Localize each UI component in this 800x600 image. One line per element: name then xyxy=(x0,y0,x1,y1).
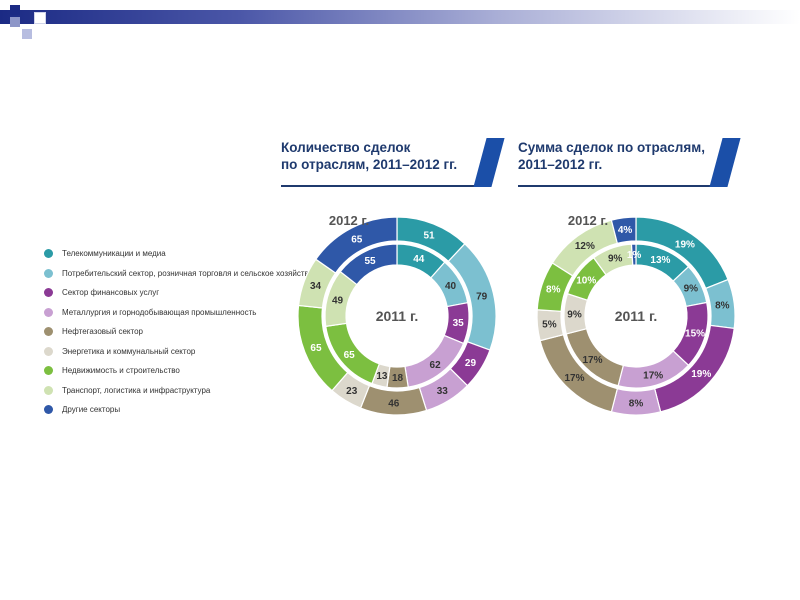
inner-ring-year-label: 2011 г. xyxy=(376,308,419,324)
inner-ring-value-label: 10% xyxy=(576,275,596,286)
heading-underline xyxy=(281,185,484,187)
legend-label: Металлургия и горнодобывающая промышленн… xyxy=(62,307,257,317)
inner-ring-value-label: 1% xyxy=(627,250,642,261)
legend-swatch xyxy=(44,346,53,356)
outer-ring-value-label: 19% xyxy=(675,240,695,251)
legend-label: Недвижимость и строительство xyxy=(62,366,180,376)
outer-ring-value-label: 19% xyxy=(691,369,711,380)
inner-ring-segment xyxy=(339,243,398,286)
outer-ring-value-label: 79 xyxy=(476,291,488,302)
slide-decor-bar xyxy=(0,10,800,24)
outer-ring-value-label: 34 xyxy=(310,281,322,292)
inner-ring-value-label: 17% xyxy=(643,371,663,382)
outer-ring-value-label: 46 xyxy=(388,398,400,409)
inner-ring-segment xyxy=(630,243,637,266)
legend-label: Телекоммуникации и медиа xyxy=(62,249,166,259)
inner-ring-value-label: 9% xyxy=(684,284,699,295)
legend-swatch xyxy=(44,249,53,259)
inner-ring-year-label: 2011 г. xyxy=(615,308,658,324)
legend-item: Сектор финансовых услуг xyxy=(44,283,313,303)
inner-ring-value-label: 65 xyxy=(344,350,356,361)
inner-ring-value-label: 49 xyxy=(332,296,344,307)
outer-ring-value-label: 4% xyxy=(618,225,633,236)
outer-ring-value-label: 29 xyxy=(465,358,477,369)
inner-ring-value-label: 62 xyxy=(430,360,442,371)
outer-ring-value-label: 33 xyxy=(437,386,449,397)
outer-ring-value-label: 51 xyxy=(423,231,435,242)
decor-square xyxy=(34,12,46,24)
outer-ring-value-label: 23 xyxy=(346,386,358,397)
outer-ring-value-label: 65 xyxy=(351,234,363,245)
outer-ring-segment xyxy=(610,216,637,245)
legend-item: Транспорт, логистика и инфраструктура xyxy=(44,381,313,401)
outer-ring-year-label: 2012 г. xyxy=(568,213,608,228)
outer-ring-value-label: 8% xyxy=(715,301,730,312)
decor-square xyxy=(22,29,32,39)
chart-heading-sum: Сумма сделок по отраслям, 2011–2012 гг. xyxy=(518,139,705,173)
legend-swatch xyxy=(44,268,53,278)
legend-label: Другие секторы xyxy=(62,405,121,415)
legend-swatch xyxy=(44,307,53,317)
chart-heading-line: Количество сделок xyxy=(281,140,411,155)
inner-ring-value-label: 13% xyxy=(650,255,670,266)
legend-item: Металлургия и горнодобывающая промышленн… xyxy=(44,303,313,323)
chart-heading-line: 2011–2012 гг. xyxy=(518,157,603,172)
legend-item: Нефтегазовый сектор xyxy=(44,322,313,342)
inner-ring-value-label: 17% xyxy=(583,355,603,366)
outer-ring-value-label: 8% xyxy=(629,399,644,410)
chart-heading-line: Сумма сделок по отраслям, xyxy=(518,140,705,155)
legend-item: Потребительский сектор, розничная торгов… xyxy=(44,264,313,284)
legend-item: Недвижимость и строительство xyxy=(44,361,313,381)
legend-label: Энергетика и коммунальный сектор xyxy=(62,346,196,356)
decor-square xyxy=(10,17,20,27)
legend-label: Сектор финансовых услуг xyxy=(62,288,160,298)
legend-label: Потребительский сектор, розничная торгов… xyxy=(62,268,314,278)
chart-legend: Телекоммуникации и медиа Потребительский… xyxy=(44,244,313,420)
outer-ring-value-label: 65 xyxy=(310,343,322,354)
inner-ring-value-label: 13 xyxy=(376,371,388,382)
legend-swatch xyxy=(44,385,53,395)
legend-swatch xyxy=(44,288,53,298)
inner-ring-value-label: 9% xyxy=(567,310,582,321)
chart-heading-line: по отраслям, 2011–2012 гг. xyxy=(281,157,458,172)
legend-label: Нефтегазовый сектор xyxy=(62,327,143,337)
outer-ring-segment xyxy=(315,216,398,274)
chart-heading-count: Количество сделок по отраслям, 2011–2012… xyxy=(281,139,457,173)
outer-ring-value-label: 5% xyxy=(542,320,557,331)
decor-square xyxy=(10,5,20,15)
inner-ring-value-label: 15% xyxy=(685,329,705,340)
outer-ring-value-label: 8% xyxy=(546,285,561,296)
legend-swatch xyxy=(44,405,53,415)
inner-ring-value-label: 9% xyxy=(608,254,623,265)
outer-ring-value-label: 17% xyxy=(564,373,584,384)
inner-ring-value-label: 55 xyxy=(364,256,376,267)
legend-label: Транспорт, логистика и инфраструктура xyxy=(62,385,211,395)
inner-ring-value-label: 18 xyxy=(392,373,404,384)
outer-ring-value-label: 12% xyxy=(575,241,595,252)
outer-ring-year-label: 2012 г. xyxy=(329,213,369,228)
legend-item: Другие секторы xyxy=(44,400,313,420)
legend-item: Телекоммуникации и медиа xyxy=(44,244,313,264)
legend-swatch xyxy=(44,327,53,337)
inner-ring-value-label: 40 xyxy=(445,281,457,292)
inner-ring-value-label: 35 xyxy=(453,318,465,329)
heading-underline xyxy=(518,185,721,187)
inner-ring-value-label: 44 xyxy=(413,254,425,265)
legend-swatch xyxy=(44,366,53,376)
legend-item: Энергетика и коммунальный сектор xyxy=(44,342,313,362)
